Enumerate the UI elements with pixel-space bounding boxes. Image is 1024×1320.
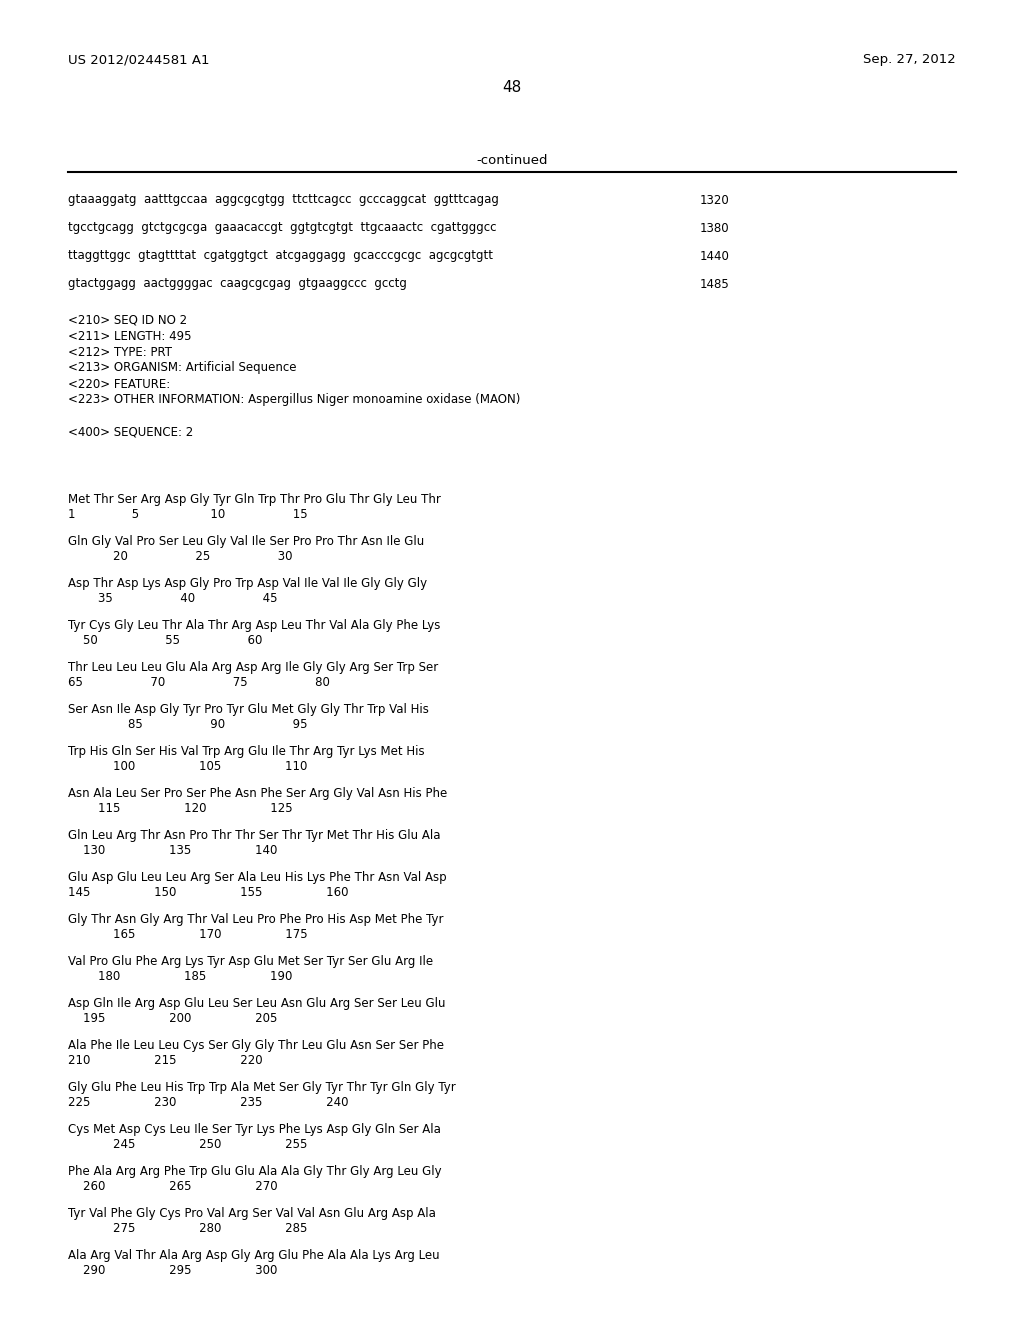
Text: Tyr Cys Gly Leu Thr Ala Thr Arg Asp Leu Thr Val Ala Gly Phe Lys: Tyr Cys Gly Leu Thr Ala Thr Arg Asp Leu … — [68, 619, 440, 632]
Text: 210                 215                 220: 210 215 220 — [68, 1055, 262, 1068]
Text: 65                  70                  75                  80: 65 70 75 80 — [68, 676, 330, 689]
Text: Asp Thr Asp Lys Asp Gly Pro Trp Asp Val Ile Val Ile Gly Gly Gly: Asp Thr Asp Lys Asp Gly Pro Trp Asp Val … — [68, 578, 427, 590]
Text: Glu Asp Glu Leu Leu Arg Ser Ala Leu His Lys Phe Thr Asn Val Asp: Glu Asp Glu Leu Leu Arg Ser Ala Leu His … — [68, 871, 446, 884]
Text: 260                 265                 270: 260 265 270 — [68, 1180, 278, 1193]
Text: 1485: 1485 — [700, 277, 730, 290]
Text: Asn Ala Leu Ser Pro Ser Phe Asn Phe Ser Arg Gly Val Asn His Phe: Asn Ala Leu Ser Pro Ser Phe Asn Phe Ser … — [68, 788, 447, 800]
Text: Trp His Gln Ser His Val Trp Arg Glu Ile Thr Arg Tyr Lys Met His: Trp His Gln Ser His Val Trp Arg Glu Ile … — [68, 746, 425, 759]
Text: <210> SEQ ID NO 2: <210> SEQ ID NO 2 — [68, 314, 187, 326]
Text: Sep. 27, 2012: Sep. 27, 2012 — [863, 54, 956, 66]
Text: 145                 150                 155                 160: 145 150 155 160 — [68, 887, 348, 899]
Text: gtactggagg  aactggggac  caagcgcgag  gtgaaggccc  gcctg: gtactggagg aactggggac caagcgcgag gtgaagg… — [68, 277, 407, 290]
Text: 130                 135                 140: 130 135 140 — [68, 845, 278, 858]
Text: 85                  90                  95: 85 90 95 — [68, 718, 307, 731]
Text: Thr Leu Leu Leu Glu Ala Arg Asp Arg Ile Gly Gly Arg Ser Trp Ser: Thr Leu Leu Leu Glu Ala Arg Asp Arg Ile … — [68, 661, 438, 675]
Text: 20                  25                  30: 20 25 30 — [68, 550, 293, 564]
Text: 35                  40                  45: 35 40 45 — [68, 593, 278, 606]
Text: 1               5                   10                  15: 1 5 10 15 — [68, 508, 307, 521]
Text: 225                 230                 235                 240: 225 230 235 240 — [68, 1097, 348, 1110]
Text: <400> SEQUENCE: 2: <400> SEQUENCE: 2 — [68, 425, 194, 438]
Text: <211> LENGTH: 495: <211> LENGTH: 495 — [68, 330, 191, 342]
Text: 1440: 1440 — [700, 249, 730, 263]
Text: Gln Gly Val Pro Ser Leu Gly Val Ile Ser Pro Pro Thr Asn Ile Glu: Gln Gly Val Pro Ser Leu Gly Val Ile Ser … — [68, 536, 424, 549]
Text: 115                 120                 125: 115 120 125 — [68, 803, 293, 816]
Text: Phe Ala Arg Arg Phe Trp Glu Glu Ala Ala Gly Thr Gly Arg Leu Gly: Phe Ala Arg Arg Phe Trp Glu Glu Ala Ala … — [68, 1166, 441, 1179]
Text: US 2012/0244581 A1: US 2012/0244581 A1 — [68, 54, 210, 66]
Text: tgcctgcagg  gtctgcgcga  gaaacaccgt  ggtgtcgtgt  ttgcaaactc  cgattgggcc: tgcctgcagg gtctgcgcga gaaacaccgt ggtgtcg… — [68, 222, 497, 235]
Text: Ser Asn Ile Asp Gly Tyr Pro Tyr Glu Met Gly Gly Thr Trp Val His: Ser Asn Ile Asp Gly Tyr Pro Tyr Glu Met … — [68, 704, 429, 717]
Text: Cys Met Asp Cys Leu Ile Ser Tyr Lys Phe Lys Asp Gly Gln Ser Ala: Cys Met Asp Cys Leu Ile Ser Tyr Lys Phe … — [68, 1123, 441, 1137]
Text: <212> TYPE: PRT: <212> TYPE: PRT — [68, 346, 172, 359]
Text: Gln Leu Arg Thr Asn Pro Thr Thr Ser Thr Tyr Met Thr His Glu Ala: Gln Leu Arg Thr Asn Pro Thr Thr Ser Thr … — [68, 829, 440, 842]
Text: 50                  55                  60: 50 55 60 — [68, 635, 262, 648]
Text: 290                 295                 300: 290 295 300 — [68, 1265, 278, 1278]
Text: 1380: 1380 — [700, 222, 730, 235]
Text: <213> ORGANISM: Artificial Sequence: <213> ORGANISM: Artificial Sequence — [68, 362, 297, 375]
Text: Ala Phe Ile Leu Leu Cys Ser Gly Gly Thr Leu Glu Asn Ser Ser Phe: Ala Phe Ile Leu Leu Cys Ser Gly Gly Thr … — [68, 1040, 444, 1052]
Text: 165                 170                 175: 165 170 175 — [68, 928, 307, 941]
Text: Gly Glu Phe Leu His Trp Trp Ala Met Ser Gly Tyr Thr Tyr Gln Gly Tyr: Gly Glu Phe Leu His Trp Trp Ala Met Ser … — [68, 1081, 456, 1094]
Text: 100                 105                 110: 100 105 110 — [68, 760, 307, 774]
Text: 48: 48 — [503, 81, 521, 95]
Text: 275                 280                 285: 275 280 285 — [68, 1222, 307, 1236]
Text: <220> FEATURE:: <220> FEATURE: — [68, 378, 170, 391]
Text: Tyr Val Phe Gly Cys Pro Val Arg Ser Val Val Asn Glu Arg Asp Ala: Tyr Val Phe Gly Cys Pro Val Arg Ser Val … — [68, 1208, 436, 1221]
Text: Asp Gln Ile Arg Asp Glu Leu Ser Leu Asn Glu Arg Ser Ser Leu Glu: Asp Gln Ile Arg Asp Glu Leu Ser Leu Asn … — [68, 998, 445, 1011]
Text: ttaggttggc  gtagttttat  cgatggtgct  atcgaggagg  gcacccgcgc  agcgcgtgtt: ttaggttggc gtagttttat cgatggtgct atcgagg… — [68, 249, 493, 263]
Text: -continued: -continued — [476, 153, 548, 166]
Text: 1320: 1320 — [700, 194, 730, 206]
Text: Val Pro Glu Phe Arg Lys Tyr Asp Glu Met Ser Tyr Ser Glu Arg Ile: Val Pro Glu Phe Arg Lys Tyr Asp Glu Met … — [68, 956, 433, 969]
Text: Gly Thr Asn Gly Arg Thr Val Leu Pro Phe Pro His Asp Met Phe Tyr: Gly Thr Asn Gly Arg Thr Val Leu Pro Phe … — [68, 913, 443, 927]
Text: 180                 185                 190: 180 185 190 — [68, 970, 293, 983]
Text: Met Thr Ser Arg Asp Gly Tyr Gln Trp Thr Pro Glu Thr Gly Leu Thr: Met Thr Ser Arg Asp Gly Tyr Gln Trp Thr … — [68, 494, 441, 507]
Text: Ala Arg Val Thr Ala Arg Asp Gly Arg Glu Phe Ala Ala Lys Arg Leu: Ala Arg Val Thr Ala Arg Asp Gly Arg Glu … — [68, 1250, 439, 1262]
Text: <223> OTHER INFORMATION: Aspergillus Niger monoamine oxidase (MAON): <223> OTHER INFORMATION: Aspergillus Nig… — [68, 393, 520, 407]
Text: 195                 200                 205: 195 200 205 — [68, 1012, 278, 1026]
Text: gtaaaggatg  aatttgccaa  aggcgcgtgg  ttcttcagcc  gcccaggcat  ggtttcagag: gtaaaggatg aatttgccaa aggcgcgtgg ttcttca… — [68, 194, 499, 206]
Text: 245                 250                 255: 245 250 255 — [68, 1138, 307, 1151]
